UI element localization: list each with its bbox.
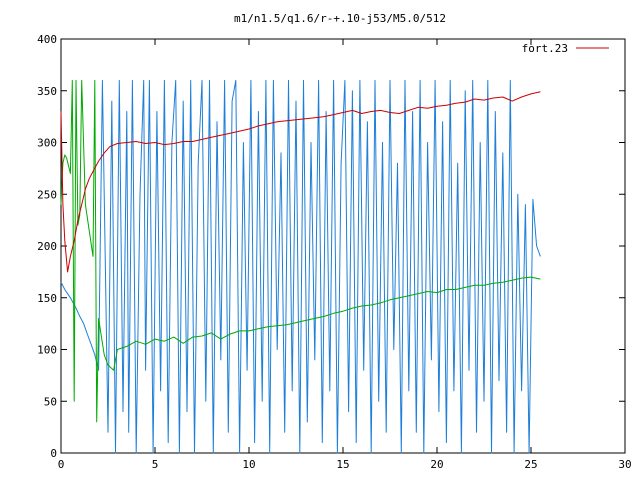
y-tick-label: 200 [37,240,57,253]
x-tick-label: 15 [336,458,349,471]
series-line-2 [60,79,541,423]
x-tick-label: 25 [524,458,537,471]
y-tick-label: 350 [37,85,57,98]
x-tick-label: 20 [430,458,443,471]
y-axis: 0 50 100 150 200 250 300 350 400 [37,33,625,460]
x-axis: 0 5 10 15 20 25 30 [58,39,632,471]
y-tick-label: 150 [37,292,57,305]
legend: fort.23 [522,42,609,55]
x-tick-label: 0 [58,458,65,471]
series-layer [60,79,541,454]
legend-label: fort.23 [522,42,568,55]
y-tick-label: 300 [37,137,57,150]
plot-frame [60,38,626,454]
x-tick-label: 5 [152,458,159,471]
series-line-3 [60,79,541,454]
x-tick-label: 30 [618,458,631,471]
x-tick-label: 10 [242,458,255,471]
y-tick-label: 100 [37,344,57,357]
y-tick-label: 50 [44,395,57,408]
y-tick-label: 250 [37,188,57,201]
y-tick-label: 400 [37,33,57,46]
series-line-1 [60,91,541,273]
y-tick-label: 0 [50,447,57,460]
chart-title: m1/n1.5/q1.6/r-+.10-j53/M5.0/512 [234,12,446,25]
